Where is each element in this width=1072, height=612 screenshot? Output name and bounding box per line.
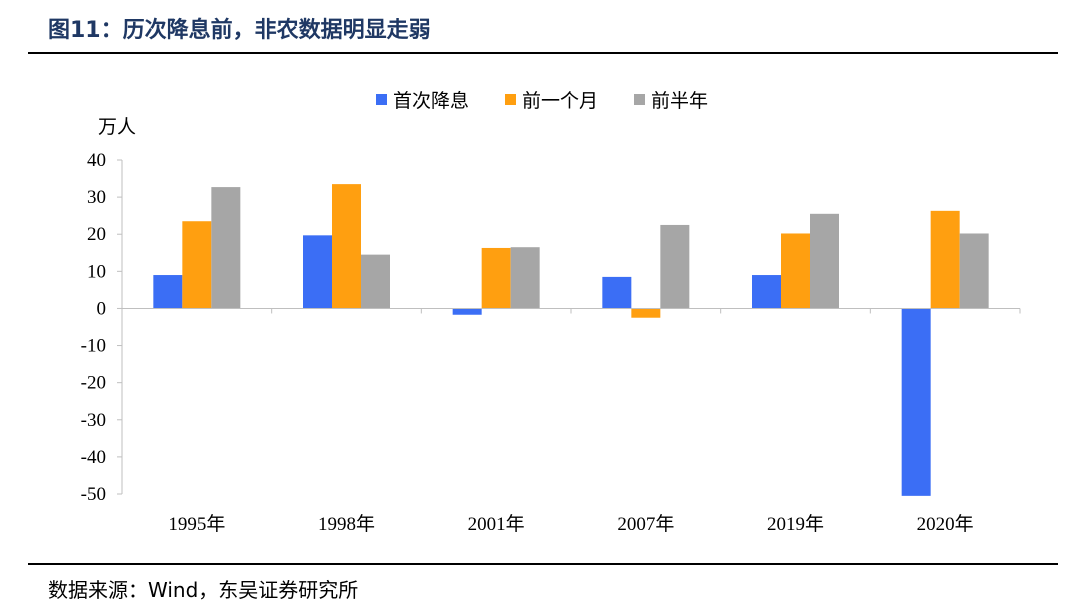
- bar: [901, 308, 931, 496]
- bar: [211, 187, 241, 309]
- bar: [481, 247, 511, 309]
- bar: [631, 308, 661, 318]
- y-tick-label: 0: [97, 298, 107, 319]
- legend-label: 首次降息: [393, 90, 469, 112]
- bars: [153, 184, 989, 496]
- x-tick-label: 2007年: [617, 513, 674, 535]
- y-tick-label: -30: [81, 410, 106, 431]
- y-tick-label: 40: [87, 150, 106, 171]
- bar: [361, 254, 390, 309]
- x-axis-ticks: 1995年 1998年 2001年 2007年 2019年 2020年: [121, 308, 1021, 535]
- x-tick-label: 2019年: [767, 513, 824, 535]
- bar: [930, 210, 960, 309]
- bar: [452, 308, 482, 315]
- bar: [602, 276, 632, 309]
- legend-swatch: [376, 94, 387, 105]
- x-tick-label: 1995年: [168, 513, 225, 535]
- y-tick-label: -40: [81, 447, 106, 468]
- source-note: 数据来源：Wind，东吴证券研究所: [48, 578, 359, 602]
- bar: [332, 184, 361, 309]
- legend-label: 前半年: [651, 90, 708, 112]
- legend: 首次降息 前一个月 前半年: [376, 90, 708, 112]
- bar: [810, 213, 839, 309]
- y-axis-ticks: 40 30 20 10 0 -10 -20 -30 -40 -50: [81, 150, 122, 505]
- bar: [153, 275, 183, 309]
- y-axis-unit: 万人: [98, 116, 136, 138]
- y-tick-label: 10: [87, 261, 106, 282]
- x-tick-label: 2020年: [917, 513, 974, 535]
- legend-swatch: [634, 94, 645, 105]
- chart-title: 图11：历次降息前，非农数据明显走弱: [48, 18, 431, 43]
- top-rule: [28, 52, 1058, 54]
- x-tick-label: 2001年: [468, 513, 525, 535]
- y-tick-label: 30: [87, 187, 106, 208]
- x-tick-label: 1998年: [318, 513, 375, 535]
- bar: [752, 275, 781, 309]
- bar: [781, 233, 810, 309]
- y-tick-label: 20: [87, 224, 106, 245]
- legend-label: 前一个月: [522, 90, 598, 112]
- y-tick-label: -10: [81, 336, 106, 357]
- bar: [182, 221, 212, 309]
- bar: [510, 247, 540, 309]
- bottom-rule: [28, 563, 1058, 565]
- legend-swatch: [505, 94, 516, 105]
- y-tick-label: -50: [81, 484, 106, 505]
- bar: [660, 224, 690, 309]
- y-tick-label: -20: [81, 373, 106, 394]
- bar: [959, 233, 989, 309]
- bar: [303, 235, 332, 309]
